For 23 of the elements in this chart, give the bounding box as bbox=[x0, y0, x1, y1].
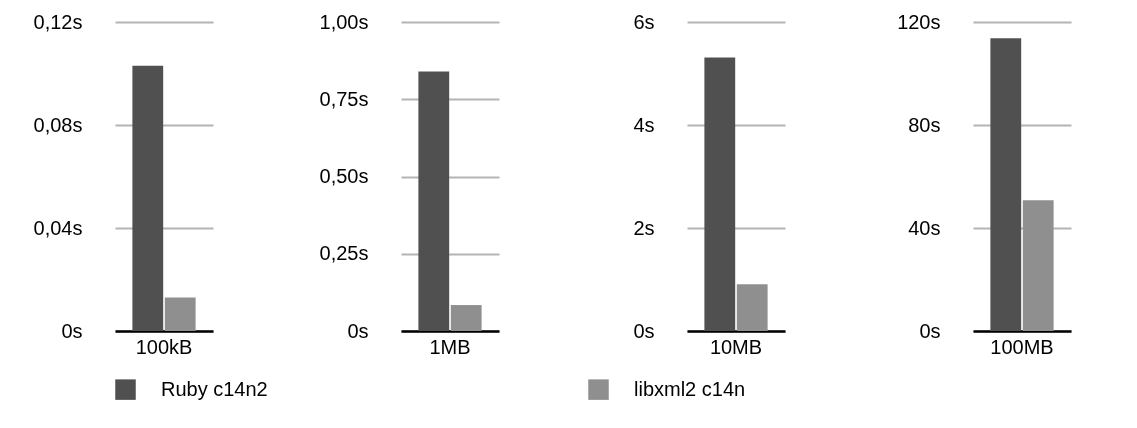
x-tick-label: 1MB bbox=[429, 335, 471, 358]
y-tick-label: 0s bbox=[633, 319, 655, 342]
legend-label: Ruby c14n2 bbox=[161, 377, 268, 400]
y-tick-label: 80s bbox=[908, 113, 941, 136]
y-tick-label: 0,75s bbox=[319, 87, 369, 110]
y-tick-label: 0s bbox=[61, 319, 83, 342]
x-tick-label: 100kB bbox=[135, 335, 193, 358]
y-tick-label: 120s bbox=[897, 10, 941, 33]
y-tick-label: 0,25s bbox=[319, 242, 369, 265]
y-tick-label: 1,00s bbox=[319, 10, 369, 33]
legend-label: libxml2 c14n bbox=[634, 377, 746, 400]
x-tick-label: 100MB bbox=[990, 335, 1054, 358]
x-tick-label: 10MB bbox=[709, 335, 763, 358]
y-tick-label: 40s bbox=[908, 216, 941, 239]
y-tick-label: 0,50s bbox=[319, 165, 369, 187]
y-tick-label: 2s bbox=[633, 216, 655, 239]
y-tick-label: 0s bbox=[347, 319, 369, 342]
y-tick-label: 0,08s bbox=[33, 113, 83, 136]
y-tick-label: 6s bbox=[633, 10, 655, 33]
y-tick-label: 4s bbox=[633, 113, 655, 136]
y-tick-label: 0,04s bbox=[33, 216, 83, 239]
y-tick-label: 0,12s bbox=[33, 10, 83, 33]
y-tick-label: 0s bbox=[919, 319, 941, 342]
